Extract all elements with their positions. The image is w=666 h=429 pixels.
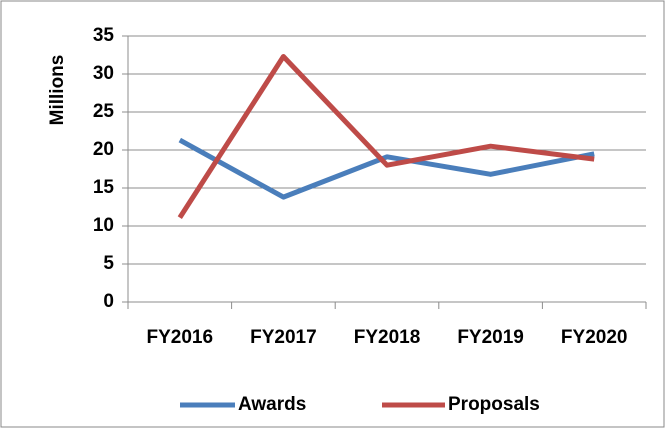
y-tick-label: 35 — [93, 25, 115, 46]
legend-label: Awards — [238, 394, 306, 415]
x-tick-label: FY2020 — [561, 327, 628, 348]
x-tick-label: FY2018 — [354, 327, 421, 348]
x-tick-label: FY2017 — [250, 327, 317, 348]
y-tick-label: 0 — [103, 291, 114, 312]
y-tick-label: 25 — [93, 101, 115, 122]
y-tick-label: 10 — [93, 215, 114, 236]
y-tick-label: 20 — [93, 139, 114, 160]
x-tick-label: FY2016 — [147, 327, 214, 348]
legend-label: Proposals — [448, 394, 540, 415]
y-axis-label: Millions — [47, 55, 68, 126]
y-tick-label: 15 — [93, 177, 115, 198]
series-line — [177, 54, 595, 219]
y-tick-label: 30 — [93, 63, 114, 84]
series-line — [178, 137, 595, 200]
x-tick-label: FY2019 — [457, 327, 524, 348]
y-tick-label: 5 — [103, 253, 114, 274]
